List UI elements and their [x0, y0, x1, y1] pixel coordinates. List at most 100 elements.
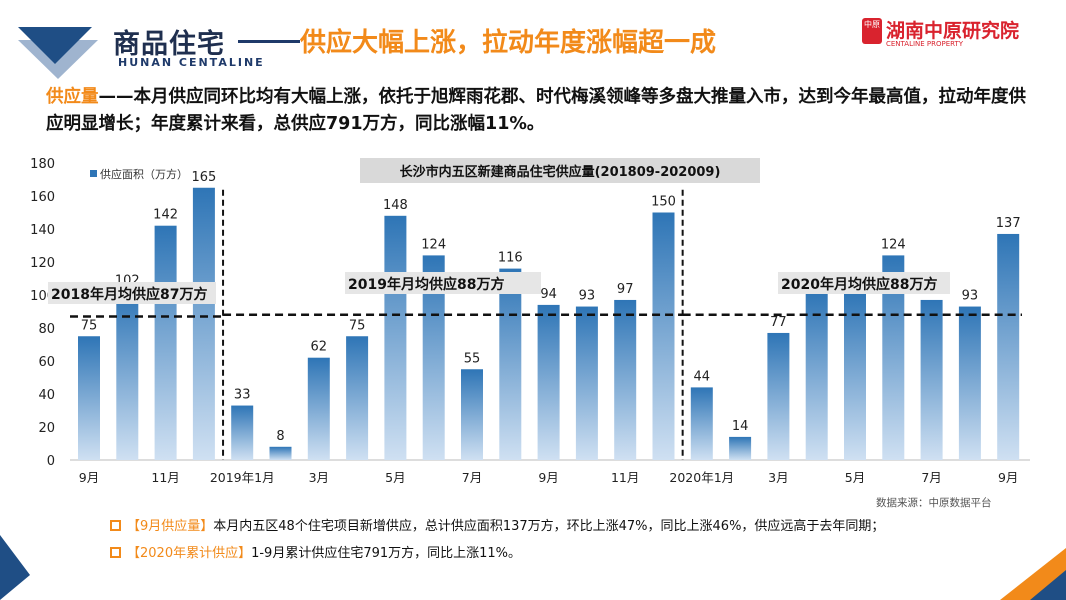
- section-title: 商品住宅: [113, 29, 225, 60]
- data-label: 77: [770, 315, 787, 330]
- y-tick-label: 0: [47, 454, 55, 469]
- bar: [537, 304, 560, 460]
- bar: [192, 187, 215, 460]
- x-tick-label: 7月: [462, 470, 482, 485]
- bar: [116, 291, 139, 460]
- average-label-bg: [345, 272, 541, 294]
- y-tick-label: 80: [38, 322, 55, 337]
- x-tick-label: 11月: [151, 470, 179, 485]
- y-tick-label: 160: [30, 190, 55, 205]
- summary-paragraph: 供应量——本月供应同环比均有大幅上涨，依托于旭辉雨花郡、时代梅溪领峰等多盘大推量…: [46, 84, 1036, 138]
- supply-bar-chart: 020406080100120140160180759月10214211月165…: [30, 157, 1030, 485]
- y-tick-label: 20: [38, 421, 55, 436]
- y-tick-label: 40: [38, 388, 55, 403]
- bar: [154, 225, 177, 460]
- data-label: 14: [732, 419, 749, 434]
- data-label: 75: [81, 318, 98, 333]
- data-label: 124: [421, 237, 446, 252]
- logo-sub: CENTALINE PROPERTY: [886, 40, 964, 48]
- bar: [997, 233, 1020, 460]
- average-label-bg: [778, 272, 950, 294]
- data-label: 97: [617, 282, 634, 297]
- bar: [690, 387, 713, 460]
- bar: [767, 332, 790, 460]
- bar: [269, 446, 292, 460]
- data-label: 124: [881, 237, 906, 252]
- data-label: 137: [996, 216, 1021, 231]
- x-tick-label: 5月: [845, 470, 865, 485]
- bar: [231, 405, 254, 460]
- legend-label: 供应面积（万方）: [100, 167, 188, 181]
- x-tick-label: 2020年1月: [669, 470, 734, 485]
- bar: [920, 299, 943, 460]
- x-tick-label: 11月: [611, 470, 639, 485]
- x-tick-label: 9月: [79, 470, 99, 485]
- data-label: 8: [276, 429, 284, 444]
- y-tick-label: 140: [30, 223, 55, 238]
- average-label: 2019年月均供应88万方: [348, 276, 504, 293]
- bar: [575, 306, 598, 460]
- bar: [499, 268, 522, 460]
- y-tick-label: 60: [38, 355, 55, 370]
- bar: [307, 357, 330, 460]
- bar: [958, 306, 981, 460]
- bar: [805, 291, 828, 460]
- brand-chevron-icon: [18, 27, 98, 79]
- summary-keyword: 供应量: [46, 87, 99, 107]
- bar: [614, 299, 637, 460]
- data-label: 44: [694, 369, 711, 384]
- data-label: 142: [153, 208, 178, 223]
- x-tick-label: 9月: [998, 470, 1018, 485]
- data-label: 55: [464, 351, 481, 366]
- bar: [729, 436, 752, 460]
- note-key: 【9月供应量】: [127, 519, 214, 534]
- x-tick-label: 7月: [921, 470, 941, 485]
- logo-name: 湖南中原研究院: [886, 20, 1020, 42]
- note-item: 【9月供应量】本月内五区48个住宅项目新增供应，总计供应面积137万方，环比上涨…: [110, 515, 884, 534]
- x-tick-label: 2019年1月: [210, 470, 275, 485]
- bar: [422, 255, 445, 460]
- legend-swatch: [90, 170, 97, 177]
- data-label: 33: [234, 388, 251, 403]
- corner-decoration-icon: [1000, 548, 1066, 600]
- company-logo: 中原 湖南中原研究院 CENTALINE PROPERTY: [862, 16, 1042, 52]
- corner-decoration-icon: [0, 535, 30, 600]
- logo-badge: 中原: [862, 18, 882, 44]
- x-tick-label: 9月: [538, 470, 558, 485]
- bar: [346, 336, 369, 460]
- data-source: 数据来源：中原数据平台: [876, 497, 992, 509]
- data-label: 93: [579, 289, 596, 304]
- section-subtitle: HUNAN CENTALINE: [118, 56, 265, 69]
- note-key: 【2020年累计供应】: [127, 546, 252, 561]
- note-text: 本月内五区48个住宅项目新增供应，总计供应面积137万方，环比上涨47%，同比上…: [213, 519, 885, 534]
- chart-title-bg: [360, 158, 760, 183]
- data-label: 148: [383, 198, 408, 213]
- data-label: 75: [349, 318, 366, 333]
- summary-text: ——本月供应同环比均有大幅上涨，依托于旭辉雨花郡、时代梅溪领峰等多盘大推量入市，…: [46, 87, 1026, 134]
- note-item: 【2020年累计供应】1-9月累计供应住宅791万方，同比上涨11%。: [110, 542, 521, 561]
- bar: [652, 212, 675, 460]
- bar: [384, 215, 407, 460]
- bullet-square-icon: [110, 520, 121, 531]
- title-divider: [238, 40, 300, 43]
- bar: [461, 369, 483, 460]
- bar: [882, 255, 905, 460]
- average-label: 2020年月均供应88万方: [781, 276, 937, 293]
- data-label: 165: [191, 170, 216, 185]
- note-text: 1-9月累计供应住宅791万方，同比上涨11%。: [251, 546, 522, 561]
- data-label: 62: [311, 340, 328, 355]
- y-tick-label: 120: [30, 256, 55, 271]
- bar: [78, 336, 100, 460]
- x-tick-label: 3月: [309, 470, 329, 485]
- data-label: 150: [651, 195, 676, 210]
- y-tick-label: 180: [30, 157, 55, 172]
- average-label-bg: [48, 282, 216, 304]
- chart-title: 长沙市内五区新建商品住宅供应量(201809-202009): [400, 164, 721, 180]
- page-headline: 供应大幅上涨，拉动年度涨幅超一成: [300, 28, 717, 58]
- x-tick-label: 5月: [385, 470, 405, 485]
- data-label: 94: [540, 287, 557, 302]
- data-label: 93: [962, 289, 979, 304]
- bullet-square-icon: [110, 547, 121, 558]
- average-label: 2018年月均供应87万方: [51, 286, 207, 303]
- x-tick-label: 3月: [768, 470, 788, 485]
